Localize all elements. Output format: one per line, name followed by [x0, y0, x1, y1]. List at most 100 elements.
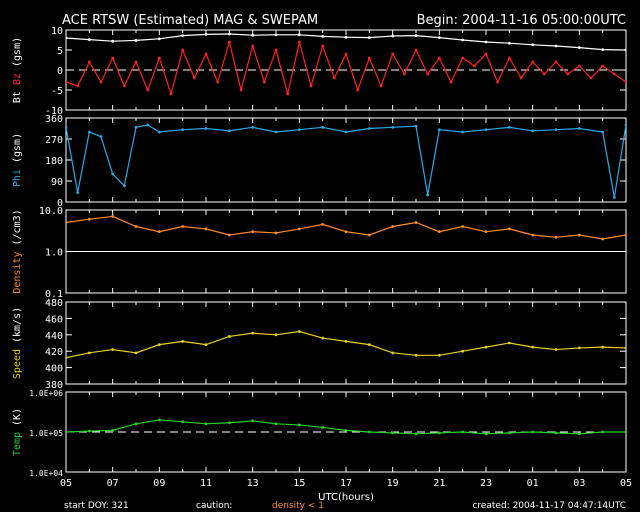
data-point [111, 172, 115, 176]
data-point [507, 41, 511, 45]
data-point [181, 48, 185, 52]
data-point [356, 88, 360, 92]
data-point [414, 34, 418, 37]
y-tick-label: 0.1 [45, 289, 63, 300]
footer-created: created: 2004-11-17 04:47:14UTC [472, 501, 626, 511]
data-point [367, 233, 371, 237]
data-point [344, 52, 348, 56]
y-tick-label: 1.0E+06 [29, 389, 63, 398]
data-point [437, 128, 441, 132]
data-point [577, 46, 581, 49]
data-point [66, 221, 68, 224]
data-point [251, 125, 255, 129]
y-tick-label: 440 [45, 331, 63, 342]
data-point [531, 43, 535, 47]
data-point [87, 351, 91, 355]
data-point [66, 80, 68, 84]
data-point [76, 191, 80, 195]
data-point [122, 84, 126, 88]
x-tick-label: 09 [153, 478, 165, 489]
data-point [367, 343, 371, 347]
series-line [66, 215, 626, 240]
data-point [414, 432, 418, 436]
series-bz-1 [66, 39, 626, 97]
data-point [484, 432, 488, 436]
series-speed-0 [66, 330, 626, 360]
data-point [321, 222, 325, 226]
data-point [181, 420, 185, 424]
data-point [204, 422, 208, 426]
data-point [181, 339, 185, 343]
series-temp-0 [66, 418, 626, 436]
y-axis-label: Density (/cm3) [12, 209, 23, 293]
data-point [297, 330, 301, 333]
data-point [204, 52, 208, 56]
data-point [321, 44, 325, 48]
y-axis-label-part: (K) [12, 408, 23, 432]
data-point [507, 56, 511, 60]
data-point [134, 225, 138, 228]
x-tick-label: 11 [200, 478, 212, 489]
y-tick-label: 270 [45, 135, 63, 146]
y-axis-label-part: Speed [12, 349, 23, 379]
y-tick-label: 380 [45, 380, 63, 391]
data-point [472, 64, 476, 68]
data-point [321, 336, 325, 340]
data-point [227, 335, 231, 338]
data-point [519, 76, 523, 80]
series-phi-0 [66, 123, 626, 199]
y-tick-label: 360 [45, 114, 63, 125]
series-density-0 [66, 215, 626, 241]
y-axis-label-part: (/cm3) [12, 209, 23, 251]
data-point [589, 76, 593, 80]
data-point [192, 76, 196, 80]
data-point [531, 129, 535, 133]
data-point [391, 225, 395, 228]
data-point [297, 40, 301, 44]
y-tick-label: -10 [45, 106, 63, 117]
x-tick-label: 05 [620, 478, 632, 489]
data-point [577, 233, 581, 237]
data-point [204, 227, 208, 231]
data-point [601, 345, 605, 349]
data-point [577, 64, 581, 68]
data-point [251, 33, 255, 37]
data-point [391, 125, 395, 129]
data-point [484, 128, 488, 132]
data-point [461, 430, 465, 434]
series-line [66, 39, 626, 97]
data-point [554, 60, 558, 64]
data-point [274, 231, 278, 235]
data-point [577, 432, 581, 436]
data-point [379, 84, 383, 88]
data-point [391, 34, 395, 38]
data-point [297, 227, 301, 231]
data-point [484, 230, 488, 234]
data-point [624, 346, 626, 350]
data-point [601, 237, 605, 241]
panel-speed: 480 460 440 420 400 380 Speed (km/s) [12, 298, 627, 391]
y-tick-label: 0 [57, 66, 63, 77]
panels-group: 10 5 0 -5 -10 Bt Bz (gsm) 360 270 180 90 0 Phi (gsm… [12, 26, 632, 489]
data-point [414, 124, 418, 128]
data-point [437, 230, 441, 234]
x-tick-label: 07 [107, 478, 119, 489]
data-point [66, 356, 68, 360]
y-axis-label: Speed (km/s) [12, 307, 23, 379]
data-point [367, 430, 371, 434]
data-point [66, 430, 68, 434]
data-point [344, 339, 348, 343]
data-point [157, 230, 161, 234]
data-point [157, 130, 161, 134]
y-tick-label: 420 [45, 347, 63, 358]
data-point [274, 333, 278, 337]
x-tick-label: 21 [433, 478, 445, 489]
data-point [484, 345, 488, 349]
data-point [321, 35, 325, 38]
data-point [531, 345, 535, 349]
data-point [391, 351, 395, 355]
data-point [577, 346, 581, 350]
data-point [181, 128, 185, 132]
data-point [601, 430, 605, 434]
data-point [204, 343, 208, 347]
